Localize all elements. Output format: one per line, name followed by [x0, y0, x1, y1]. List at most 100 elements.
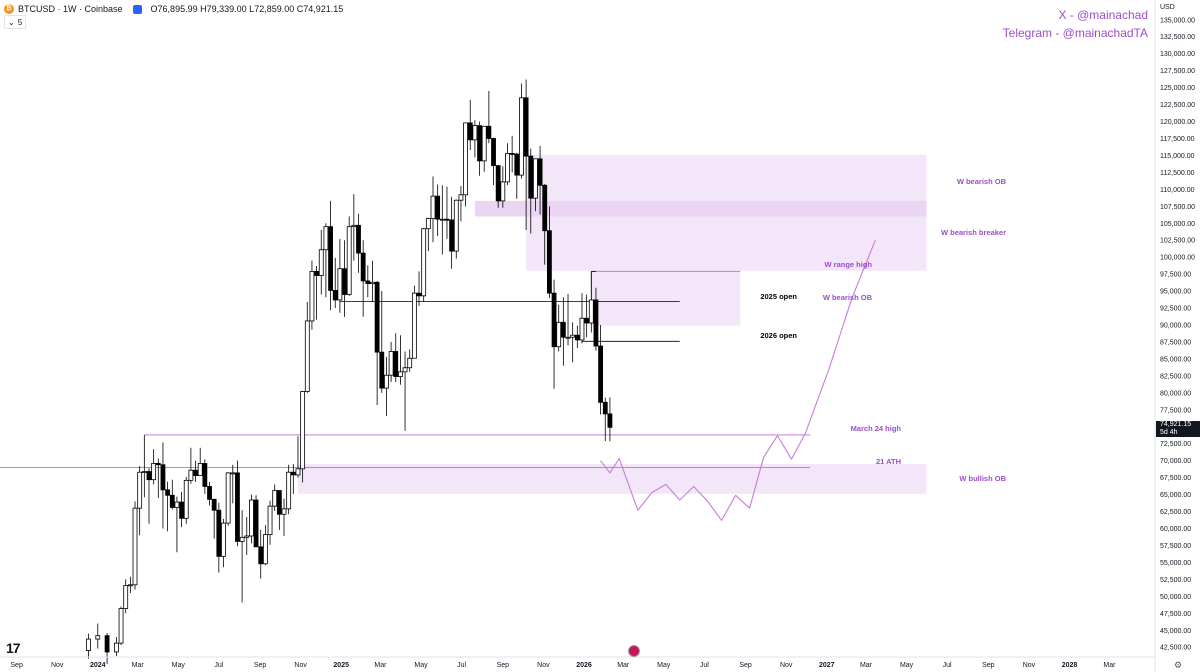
candle: [104, 632, 110, 665]
candle-body: [546, 230, 552, 294]
candle-body: [588, 299, 594, 324]
time-tick-label: May: [172, 662, 186, 669]
candle-body: [393, 351, 399, 377]
candle-body: [477, 125, 482, 162]
candle: [398, 335, 403, 385]
candle-body: [239, 536, 245, 542]
price-tick-label: 92,500.00: [1160, 306, 1191, 313]
candle-body: [560, 321, 566, 338]
price-tick-label: 45,000.00: [1160, 628, 1191, 635]
candle-body: [328, 226, 333, 291]
candle: [230, 464, 236, 504]
candle-body: [295, 468, 301, 476]
symbol-title[interactable]: BTCUSD · 1W · Coinbase: [18, 4, 123, 14]
candle: [453, 199, 459, 259]
candle-body: [104, 635, 110, 653]
candle-body: [262, 534, 268, 565]
price-tick-label: 112,500.00: [1160, 170, 1195, 177]
candle-body: [607, 413, 613, 428]
candle-body: [579, 317, 585, 341]
candle: [188, 447, 194, 484]
candle: [546, 206, 552, 298]
candle-body: [556, 321, 562, 348]
candle-body: [533, 158, 538, 199]
candle-body: [379, 351, 385, 389]
candle: [86, 633, 91, 659]
globe-icon[interactable]: [628, 645, 640, 657]
candle-body: [435, 195, 441, 220]
candle: [276, 490, 282, 530]
candle-body: [509, 153, 515, 155]
candle-body: [411, 292, 417, 359]
time-tick-label: 2028: [1062, 662, 1078, 669]
gear-icon[interactable]: ⚙: [1174, 660, 1183, 670]
candle: [574, 325, 580, 349]
price-tick-label: 87,500.00: [1160, 339, 1191, 346]
candle-body: [174, 501, 180, 508]
projection-path: [600, 239, 876, 521]
price-tick-label: 90,000.00: [1160, 323, 1191, 330]
candle-body: [444, 218, 450, 221]
candle: [286, 464, 292, 515]
time-tick-label: Jul: [457, 662, 466, 669]
time-tick-label: Nov: [780, 662, 793, 669]
candle: [509, 135, 515, 173]
price-tick-label: 105,000.00: [1160, 221, 1195, 228]
candle: [113, 637, 119, 657]
candle-body: [574, 334, 580, 341]
last-price-value: 74,921.15: [1160, 421, 1192, 428]
candle: [407, 349, 413, 372]
candle: [328, 200, 333, 311]
time-tick-label: Mar: [617, 662, 630, 669]
zone-label: W bearish OB: [957, 177, 1007, 186]
candle-body: [467, 122, 473, 141]
symbol-legend[interactable]: ₿ BTCUSD · 1W · Coinbase O76,895.99 H79,…: [4, 3, 343, 15]
indicators-toggle[interactable]: ⌄ 5: [4, 15, 27, 29]
candle-body: [188, 469, 194, 481]
candle-body: [402, 367, 408, 373]
currency-label[interactable]: USD: [1160, 4, 1175, 11]
candle: [565, 293, 571, 346]
candle-body: [151, 462, 157, 481]
candle-body: [132, 507, 138, 586]
price-tick-label: 132,500.00: [1160, 34, 1195, 41]
price-tick-label: 95,000.00: [1160, 289, 1191, 296]
candle: [267, 500, 273, 545]
candle: [514, 152, 520, 199]
candle-body: [244, 535, 250, 538]
candle-body: [309, 271, 315, 322]
time-tick-label: May: [900, 662, 914, 669]
line-label: March 24 high: [851, 424, 902, 433]
candle-body: [258, 546, 264, 565]
candle-body: [304, 320, 310, 392]
time-tick-label: Nov: [51, 662, 64, 669]
line-label: 21 ATH: [876, 457, 901, 466]
candle: [393, 333, 399, 382]
candle: [370, 260, 375, 302]
open-value: 76,895.99: [157, 4, 198, 14]
candle-body: [155, 462, 161, 466]
time-tick-label: 2027: [819, 662, 835, 669]
tradingview-logo[interactable]: 17: [6, 640, 21, 656]
candle-body: [416, 292, 422, 297]
price-tick-label: 57,500.00: [1160, 543, 1191, 550]
time-tick-label: Sep: [982, 662, 995, 669]
price-tick-label: 82,500.00: [1160, 373, 1191, 380]
candle-body: [602, 401, 608, 415]
candle-body: [95, 635, 101, 640]
candle: [486, 91, 492, 144]
candle-body: [323, 226, 329, 251]
candle-body: [388, 351, 394, 376]
candle: [365, 265, 371, 298]
candle-body: [570, 334, 576, 338]
price-tick-label: 50,000.00: [1160, 594, 1191, 601]
time-tick-label: Mar: [860, 662, 873, 669]
candle-body: [472, 125, 478, 141]
candle-body: [253, 499, 259, 548]
candle-body: [463, 122, 468, 196]
last-price-tag: 74,921.15 5d 4h: [1156, 421, 1200, 437]
candle-body: [593, 299, 599, 347]
zone-rect: [474, 200, 927, 217]
candle-body: [235, 472, 240, 542]
